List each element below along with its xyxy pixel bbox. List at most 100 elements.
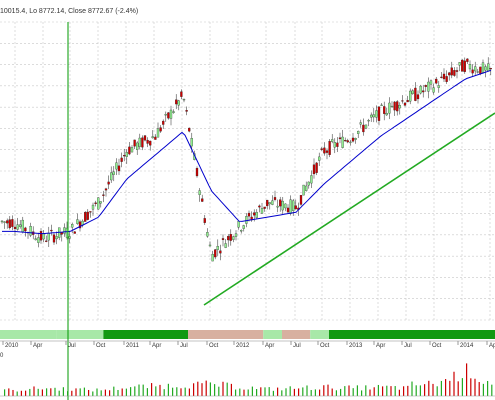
- candle-body: [190, 138, 193, 147]
- volume-bar: [411, 381, 413, 396]
- candle-body: [336, 142, 339, 147]
- volume-bar: [482, 383, 484, 396]
- candle-body: [474, 66, 477, 72]
- axis-label: 2013: [349, 343, 363, 349]
- candle-body: [21, 219, 24, 232]
- candle-body: [29, 226, 32, 236]
- candle-body: [466, 58, 469, 62]
- trendline-segment[interactable]: [203, 112, 495, 306]
- candle-body: [71, 224, 74, 228]
- volume-bar: [176, 387, 178, 396]
- candle-body: [422, 90, 425, 93]
- candle-body: [198, 190, 201, 195]
- volume-bar: [293, 388, 295, 396]
- volume-bar: [79, 388, 81, 396]
- candle-body: [128, 146, 131, 155]
- candle-body: [414, 87, 417, 101]
- volume-bar: [323, 385, 325, 396]
- volume-bar: [222, 381, 224, 396]
- volume-bar: [453, 371, 455, 396]
- volume-bar: [109, 390, 111, 396]
- candle-body: [234, 233, 238, 237]
- candle-body: [453, 70, 456, 76]
- candle-body: [115, 162, 118, 170]
- moving-average-line: [2, 69, 492, 235]
- volume-bar: [272, 390, 274, 396]
- candle-body: [383, 106, 386, 114]
- candle-body: [351, 137, 355, 142]
- candle-body: [341, 136, 344, 148]
- volume-bar: [151, 383, 153, 396]
- regime-band: [103, 330, 188, 339]
- volume-bar: [4, 389, 6, 396]
- candle-body: [292, 200, 295, 211]
- volume-bar: [251, 386, 253, 396]
- candle-body: [208, 244, 212, 247]
- candle-body: [437, 85, 440, 88]
- candle-body: [97, 197, 100, 210]
- volume-bar: [75, 388, 77, 396]
- volume-bar: [302, 387, 304, 396]
- candle-body: [19, 224, 22, 227]
- volume-bar: [306, 385, 308, 396]
- price-candles: [0, 57, 492, 262]
- candle-body: [450, 67, 453, 76]
- candle-body: [344, 140, 347, 142]
- volume-bar: [12, 389, 14, 396]
- candle-body: [94, 202, 97, 205]
- candle-body: [370, 114, 373, 118]
- axis-label: Jul: [68, 343, 76, 349]
- volume-bar: [428, 380, 430, 396]
- candle-body: [73, 231, 76, 234]
- volume-bar: [184, 387, 186, 396]
- candle-body: [455, 70, 459, 72]
- volume-bar: [201, 383, 203, 396]
- candle-body: [138, 137, 141, 147]
- volume-bar: [474, 378, 476, 396]
- candle-body: [37, 237, 40, 243]
- candle-body: [201, 198, 204, 202]
- candle-body: [195, 168, 199, 177]
- candle-body: [16, 224, 19, 230]
- volume-bar: [415, 385, 417, 396]
- volume-bar: [46, 388, 48, 396]
- volume-bar: [193, 383, 195, 396]
- volume-bar: [83, 387, 85, 396]
- candle-body: [175, 99, 178, 105]
- trendline[interactable]: [203, 112, 495, 306]
- grid-lines: [0, 21, 495, 321]
- axis-label: Jul: [404, 343, 412, 349]
- volume-bar: [20, 390, 22, 396]
- candle-body: [214, 249, 217, 258]
- candle-body: [253, 212, 256, 216]
- volume-bar: [239, 388, 241, 396]
- candle-body: [149, 140, 152, 146]
- volume-bar: [398, 389, 400, 396]
- candle-body: [89, 211, 92, 213]
- candle-body: [107, 181, 110, 185]
- axis-label: Jul: [180, 343, 188, 349]
- candle-body: [328, 141, 331, 155]
- candle-body: [104, 188, 108, 191]
- volume-bar: [29, 388, 31, 396]
- volume-bar: [113, 386, 115, 396]
- volume-bar: [92, 391, 94, 396]
- volume-bar: [142, 384, 144, 396]
- regime-band: [329, 330, 495, 339]
- candle-body: [180, 91, 183, 97]
- volume-bar: [365, 385, 367, 396]
- candle-body: [55, 236, 58, 240]
- candle-body: [63, 227, 66, 234]
- regime-band: [282, 330, 311, 339]
- volume-bar: [100, 390, 102, 396]
- volume-panel: [0, 363, 495, 397]
- candle-body: [375, 110, 378, 118]
- volume-bar: [41, 389, 43, 396]
- volume-bar: [188, 388, 190, 396]
- volume-bar: [180, 388, 182, 396]
- volume-bar: [445, 379, 447, 396]
- axis-label: Apr: [152, 343, 161, 349]
- candle-body: [260, 208, 264, 214]
- candle-body: [154, 136, 157, 140]
